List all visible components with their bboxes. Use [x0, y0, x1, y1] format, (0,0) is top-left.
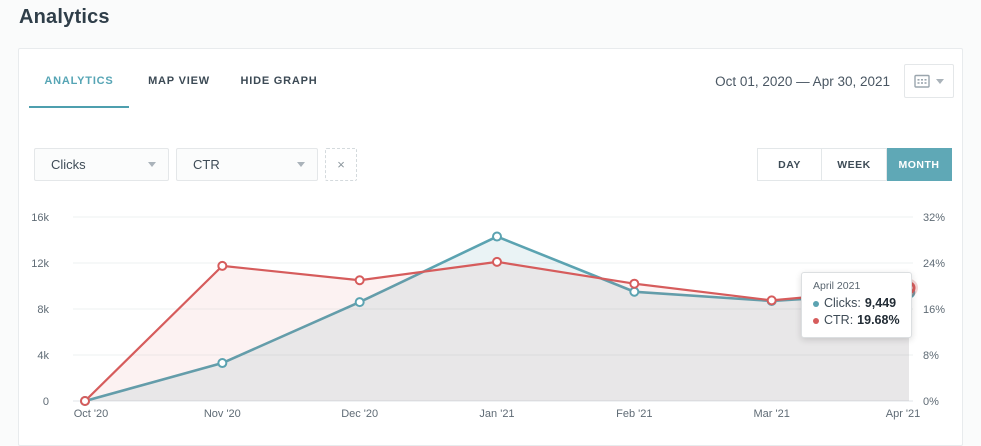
analytics-card: ANALYTICS MAP VIEW HIDE GRAPH Oct 01, 20…: [18, 48, 963, 446]
chart-area: 16k 12k 8k 4k 0 32% 24% 16% 8% 0% Oct '20 Nov '20 De…: [19, 201, 964, 436]
svg-text:Oct '20: Oct '20: [74, 408, 109, 420]
chart-tooltip: April 2021 Clicks: 9,449 CTR: 19.68%: [801, 272, 912, 338]
svg-text:8k: 8k: [37, 304, 49, 316]
close-icon: ×: [337, 157, 345, 172]
svg-text:8%: 8%: [923, 350, 939, 362]
svg-text:16k: 16k: [31, 212, 49, 224]
svg-text:24%: 24%: [923, 258, 945, 270]
granularity-month-button[interactable]: MONTH: [887, 148, 952, 181]
svg-text:Nov '20: Nov '20: [204, 408, 241, 420]
granularity-toggle: DAY WEEK MONTH: [757, 148, 952, 181]
svg-text:32%: 32%: [923, 212, 945, 224]
tabs-bar: ANALYTICS MAP VIEW HIDE GRAPH: [29, 69, 329, 108]
clicks-series-bullet-icon: [813, 300, 819, 307]
tooltip-row-clicks: Clicks: 9,449: [813, 295, 900, 312]
tooltip-ctr-label: CTR:: [824, 313, 854, 327]
svg-text:16%: 16%: [923, 304, 945, 316]
line-chart[interactable]: 16k 12k 8k 4k 0 32% 24% 16% 8% 0% Oct '20 Nov '20 De…: [19, 201, 964, 436]
metric-select-2-value: CTR: [193, 157, 220, 172]
tab-map-view[interactable]: MAP VIEW: [148, 75, 210, 87]
ctr-series-bullet-icon: [813, 317, 819, 324]
date-range-group: Oct 01, 2020 — Apr 30, 2021: [715, 64, 954, 98]
metric-select-2[interactable]: CTR: [176, 148, 318, 181]
svg-text:Mar '21: Mar '21: [753, 408, 789, 420]
svg-text:12k: 12k: [31, 258, 49, 270]
tooltip-clicks-label: Clicks:: [824, 296, 861, 310]
tab-analytics[interactable]: ANALYTICS: [29, 69, 129, 108]
svg-text:Feb '21: Feb '21: [616, 408, 652, 420]
remove-metric-button[interactable]: ×: [325, 148, 357, 181]
chevron-down-icon: [297, 162, 305, 167]
granularity-week-button[interactable]: WEEK: [822, 148, 887, 181]
chevron-down-icon: [148, 162, 156, 167]
metric-select-1[interactable]: Clicks: [34, 148, 169, 181]
date-range-label: Oct 01, 2020 — Apr 30, 2021: [715, 73, 890, 89]
svg-text:Dec '20: Dec '20: [341, 408, 378, 420]
page-title: Analytics: [19, 6, 110, 28]
svg-text:4k: 4k: [37, 350, 49, 362]
tooltip-title: April 2021: [813, 280, 861, 292]
tooltip-clicks-value: 9,449: [864, 296, 897, 310]
chevron-down-icon: [936, 78, 944, 84]
svg-text:Apr '21: Apr '21: [886, 408, 921, 420]
tooltip-ctr-value: 19.68%: [857, 313, 900, 327]
tab-hide-graph[interactable]: HIDE GRAPH: [240, 75, 318, 87]
svg-text:Jan '21: Jan '21: [479, 408, 514, 420]
tooltip-row-ctr: CTR: 19.68%: [813, 312, 900, 329]
metric-select-1-value: Clicks: [51, 157, 86, 172]
svg-text:0: 0: [43, 396, 49, 408]
metric-filters: Clicks CTR ×: [34, 148, 357, 181]
granularity-day-button[interactable]: DAY: [757, 148, 822, 181]
date-picker-button[interactable]: [904, 64, 954, 98]
calendar-icon: [914, 74, 930, 88]
svg-text:0%: 0%: [923, 396, 939, 408]
